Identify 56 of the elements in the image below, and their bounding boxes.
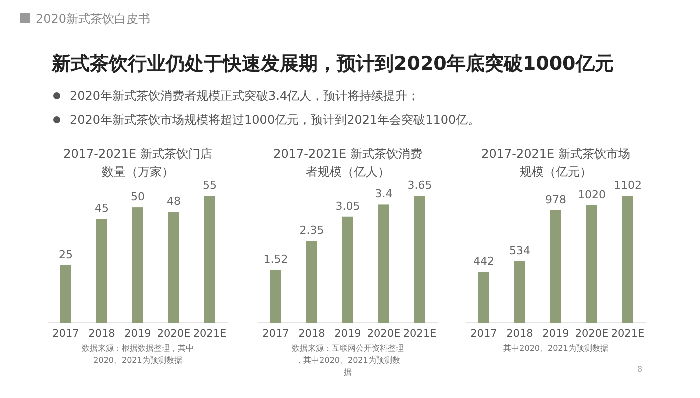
- data-label: 3.4: [375, 188, 393, 201]
- bar: [378, 204, 390, 323]
- text: 其中2020、2021为预测数据: [504, 344, 608, 353]
- bar: [132, 208, 144, 323]
- bar: [550, 210, 562, 323]
- x-tick-label: 2019: [542, 328, 570, 340]
- data-label: 55: [203, 179, 217, 192]
- bar: [514, 261, 526, 323]
- data-label: 534: [510, 244, 530, 258]
- chart-title: 2017-2021E 新式茶饮门店数量（万家）: [64, 147, 212, 179]
- bar: [204, 196, 216, 323]
- bar: [478, 272, 490, 323]
- x-tick-label: 2021E: [611, 328, 645, 340]
- source-note: 数据来源：根据数据整理，其中2020、2021为预测数据: [82, 344, 194, 365]
- text: 新式茶饮行业仍处于快速发展期，预计到2020年底突破1000亿元: [51, 53, 614, 75]
- x-tick-label: 2020E: [157, 328, 191, 340]
- data-label: 3.65: [408, 179, 432, 192]
- bar: [270, 270, 282, 323]
- x-tick-label: 2018: [506, 328, 534, 340]
- x-tick-label: 2020E: [575, 328, 609, 340]
- x-tick-label: 2019: [334, 328, 362, 340]
- text: 2020年新式茶饮消费者规模正式突破3.4亿人，预计将持续提升；: [70, 89, 420, 103]
- data-label: 978: [546, 193, 566, 206]
- chart-title: 2017-2021E 新式茶饮消费者规模（亿人）: [274, 147, 422, 179]
- text: 8: [637, 365, 643, 374]
- bar: [586, 205, 598, 323]
- x-tick-label: 2018: [298, 328, 326, 340]
- data-label: 3.05: [336, 200, 360, 213]
- data-label: 442: [474, 255, 494, 268]
- x-tick-label: 2021E: [193, 328, 227, 340]
- chart-title: 2017-2021E 新式茶饮市场规模（亿元）: [482, 147, 630, 179]
- bar: [96, 219, 108, 323]
- data-label: 2.35: [300, 224, 324, 238]
- source-note: 数据来源：互联网公开资料整理，其中2020、2021为预测数据: [292, 344, 404, 377]
- bar: [414, 196, 426, 323]
- data-label: 1.52: [264, 253, 288, 266]
- data-label: 45: [95, 202, 109, 216]
- text: 2020新式茶饮白皮书: [36, 12, 151, 26]
- data-label: 1020: [578, 188, 606, 202]
- bar: [168, 212, 180, 323]
- data-label: 50: [131, 190, 145, 204]
- bar: [60, 265, 72, 323]
- bar: [342, 216, 354, 323]
- x-tick-label: 2018: [88, 328, 116, 340]
- x-tick-label: 2019: [124, 328, 152, 340]
- x-tick-label: 2017: [52, 328, 80, 340]
- bar: [622, 196, 634, 323]
- data-label: 48: [167, 195, 181, 208]
- data-label: 1102: [614, 179, 642, 192]
- data-label: 25: [59, 248, 73, 262]
- x-tick-label: 2021E: [403, 328, 437, 340]
- text: 2020年新式茶饮市场规模将超过1000亿元，预计到2021年会突破1100亿。: [70, 113, 480, 127]
- x-tick-label: 2017: [470, 328, 498, 340]
- bar: [306, 241, 318, 323]
- x-tick-label: 2017: [262, 328, 290, 340]
- x-tick-label: 2020E: [367, 328, 401, 340]
